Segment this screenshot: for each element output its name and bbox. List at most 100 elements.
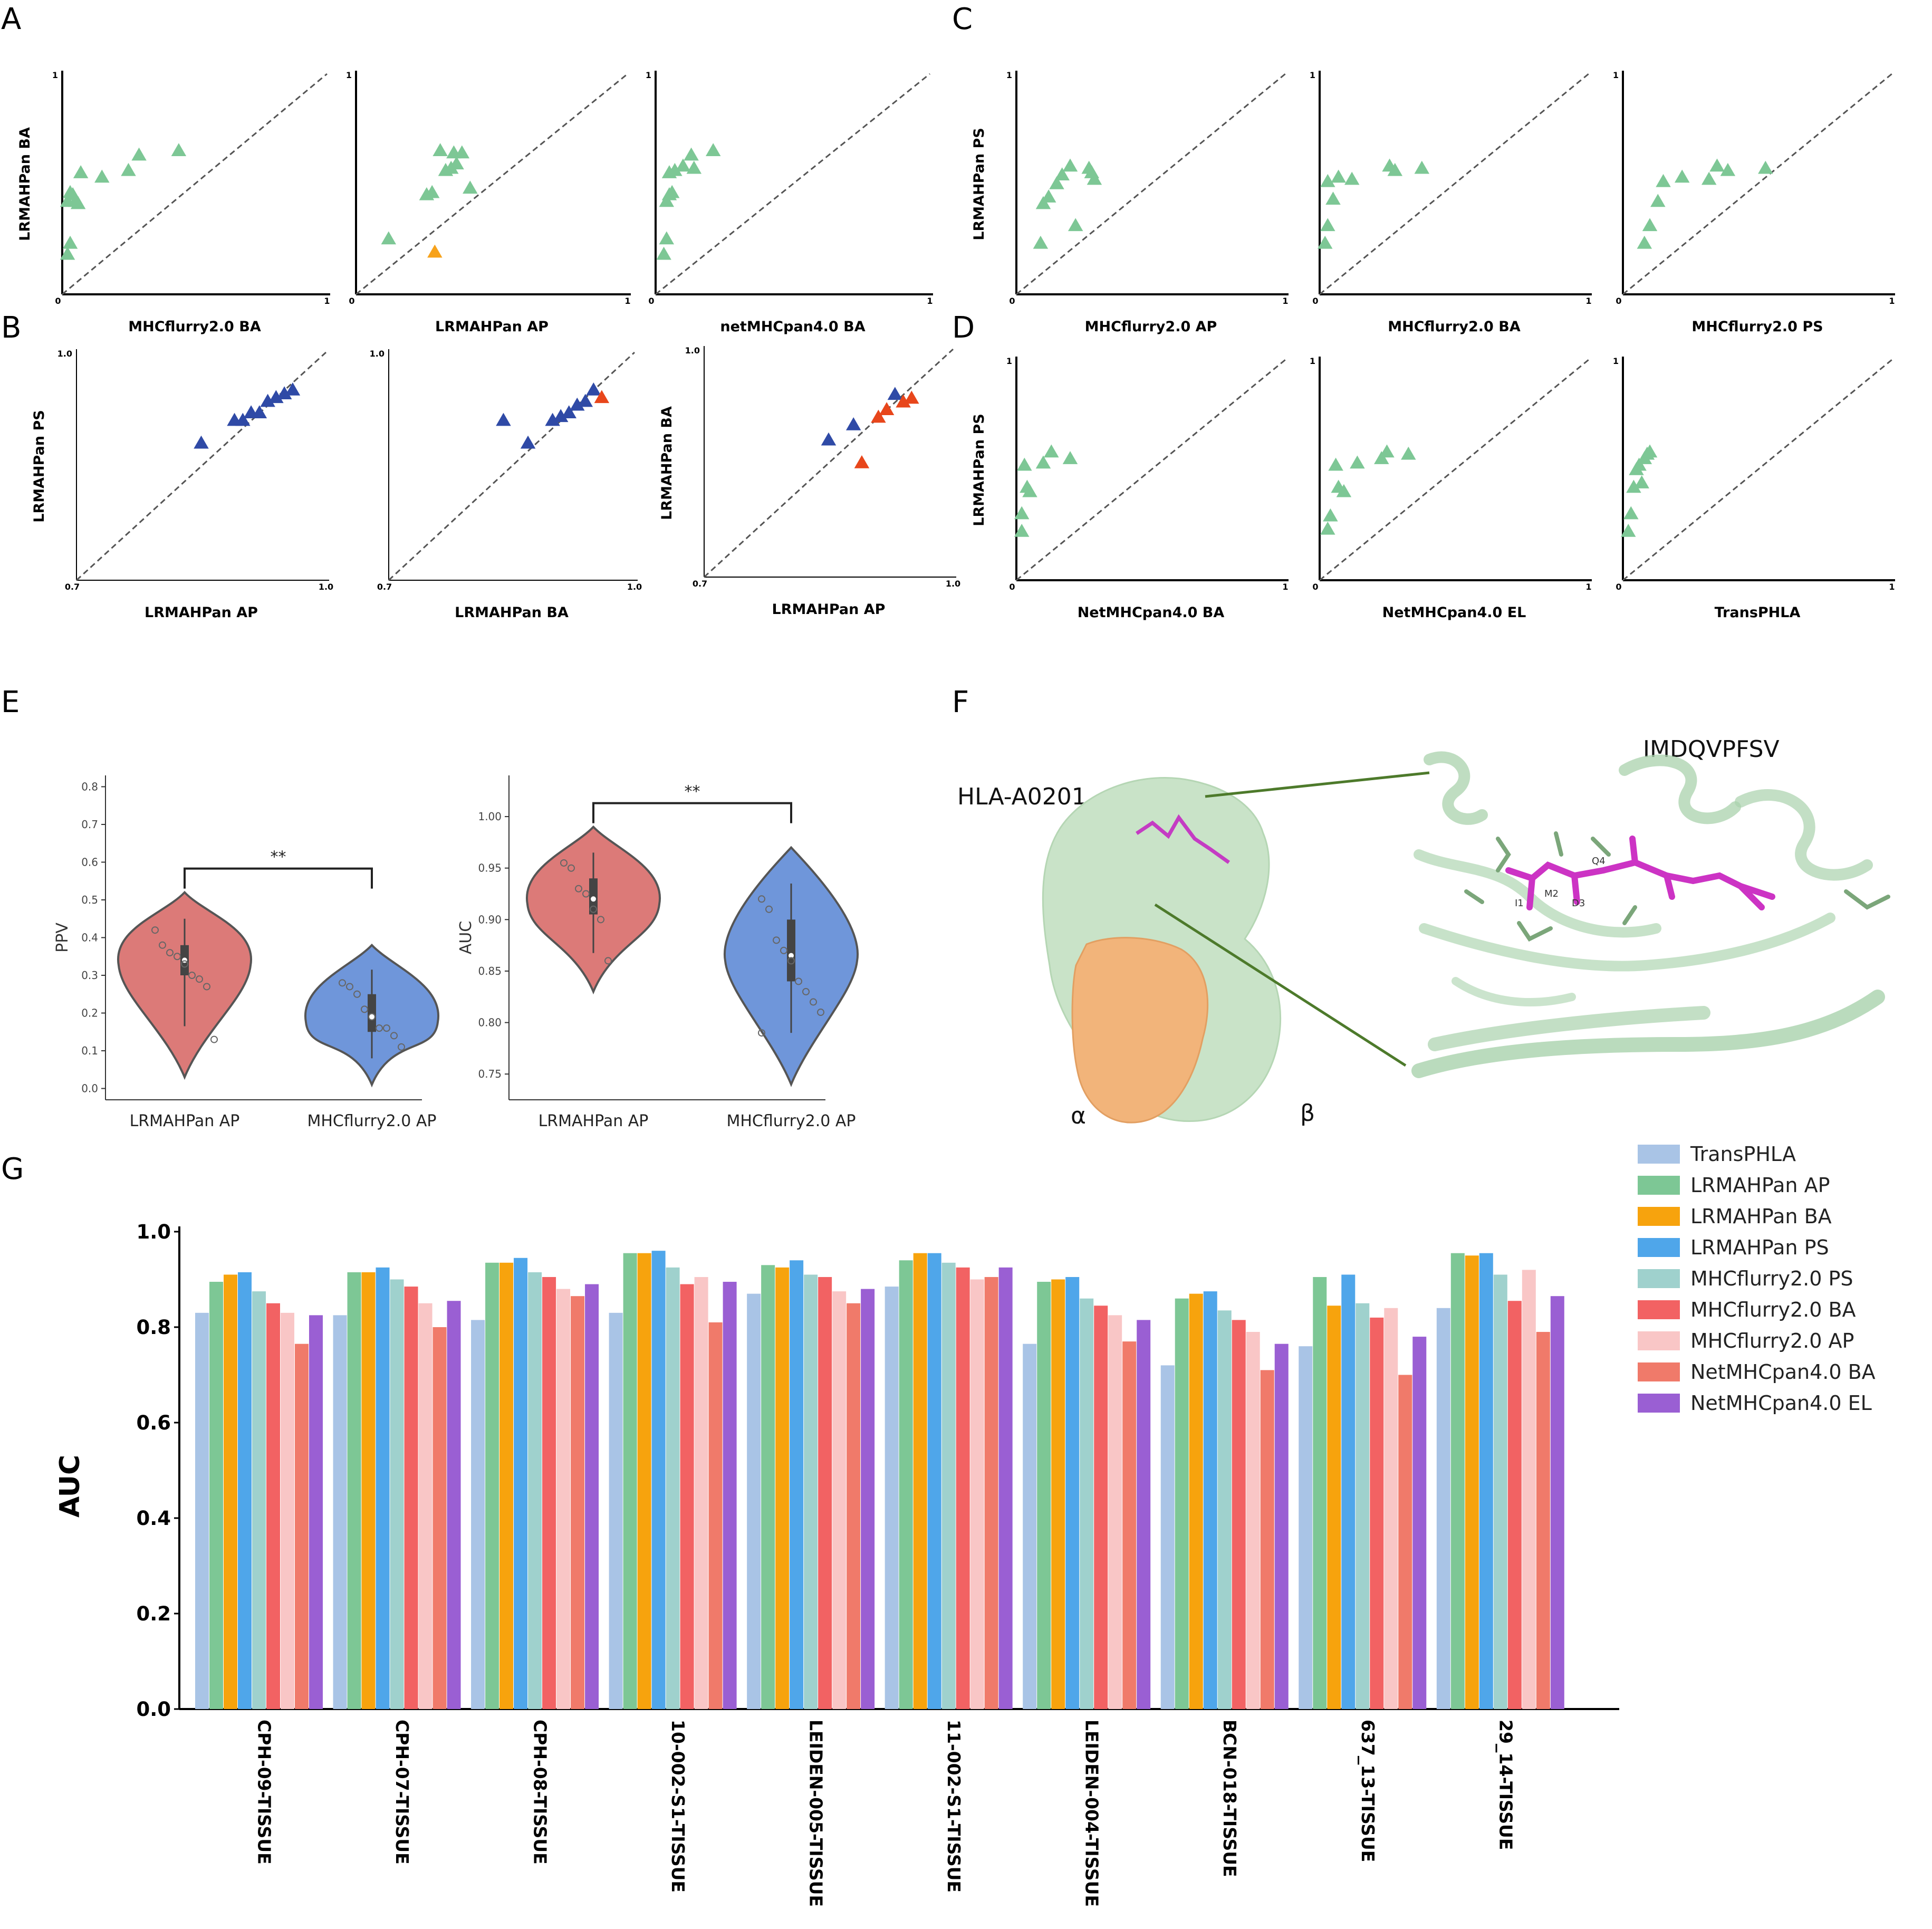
bar [723, 1282, 737, 1709]
marker-blue [845, 417, 861, 430]
median-dot [789, 953, 794, 958]
residue-label-m2: M2 [1544, 888, 1559, 899]
marker-green [463, 180, 478, 194]
marker-green [1626, 479, 1641, 493]
marker-blue [561, 405, 576, 418]
marker-green [1374, 451, 1389, 464]
bar [609, 1312, 623, 1709]
median-dot [369, 1014, 374, 1020]
legend-label: NetMHCpan4.0 EL [1690, 1391, 1872, 1415]
y-tick-label: 1 [1006, 356, 1012, 366]
y-tick-label: 1 [346, 70, 352, 80]
marker-green [121, 162, 136, 176]
y-tick-label: 0.2 [81, 1007, 98, 1020]
category-label: LRMAHPan AP [539, 1112, 649, 1130]
bar [1189, 1293, 1203, 1709]
scatter-panels: 0 1 1 MHCflurry2.0 BA LRMAHPan BA 0 1 1 LRMAHPan… [17, 70, 1895, 621]
data-point [590, 905, 597, 913]
marker-green [1637, 235, 1652, 249]
panel-letter-a: A [1, 2, 21, 36]
data-point [368, 1013, 376, 1021]
marker-blue [268, 390, 284, 404]
marker-green [1035, 455, 1051, 469]
bar [818, 1277, 832, 1709]
marker-green [60, 246, 75, 260]
scatter-b2: 0.7 1.0 1.0 LRMAHPan BA [370, 349, 642, 621]
scatter-c2: 0 1 1 MHCflurry2.0 BA [1310, 70, 1592, 335]
bar [542, 1277, 556, 1709]
marker-green [1674, 169, 1690, 183]
residue-label-i1: I1 [1515, 898, 1524, 909]
x-tick-label: 1 [1585, 296, 1591, 306]
y-tick-label: 0.0 [136, 1698, 171, 1721]
scatter-a3: 0 1 1 netMHCpan4.0 BA [646, 70, 933, 335]
x-axis-label: TransPHLA [1715, 604, 1801, 621]
x-axis-label: MHCflurry2.0 PS [1691, 319, 1823, 335]
bar [238, 1272, 252, 1709]
bar [571, 1296, 585, 1709]
bar [1137, 1320, 1151, 1709]
data-point [758, 1029, 765, 1037]
marker-green [1642, 444, 1658, 458]
bar [1327, 1306, 1341, 1709]
marker-green [449, 156, 464, 170]
y-tick-label: 1 [1310, 356, 1315, 366]
category-label: LEIDEN-004-TISSUE [1082, 1720, 1102, 1907]
residue-label-d3: D3 [1572, 898, 1585, 909]
x-tick-label: 0 [1616, 296, 1621, 306]
y-axis-label: AUC [457, 921, 475, 954]
bar [761, 1265, 775, 1709]
x-tick-label: 0 [1616, 582, 1621, 592]
bar [404, 1287, 418, 1709]
bar [195, 1312, 209, 1709]
y-tick-label: 0.0 [81, 1082, 98, 1095]
marker-green [1022, 484, 1037, 497]
x-tick-label: 0 [1312, 296, 1318, 306]
marker-blue [586, 382, 601, 396]
bar [361, 1272, 376, 1709]
category-label: 11-002-S1-TISSUE [944, 1720, 964, 1893]
bar [556, 1289, 571, 1709]
y-tick-label: 0.2 [136, 1602, 171, 1625]
marker-blue [285, 382, 301, 396]
category-label: CPH-09-TISSUE [254, 1720, 275, 1865]
data-point [398, 1043, 405, 1051]
marker-green [684, 147, 699, 161]
category-label: 637_13-TISSUE [1358, 1720, 1378, 1862]
scatter-b3: 0.7 1.0 1.0 LRMAHPan AP LRMAHPan BA [659, 346, 960, 618]
data-point [346, 983, 353, 991]
marker-blue [276, 386, 292, 399]
data-point [795, 977, 802, 985]
legend-swatch [1638, 1331, 1680, 1350]
x-axis-label: MHCflurry2.0 BA [1388, 319, 1521, 335]
bar [1037, 1282, 1051, 1709]
bar [1122, 1341, 1137, 1709]
legend-label: MHCflurry2.0 BA [1690, 1298, 1856, 1321]
marker-green [62, 235, 78, 249]
data-point [817, 1009, 824, 1016]
marker-green [62, 185, 78, 198]
panel-letter-f: F [952, 685, 969, 719]
data-point [568, 864, 575, 872]
bar [295, 1343, 309, 1709]
marker-green [454, 145, 470, 159]
bar [899, 1260, 913, 1709]
bar [528, 1272, 542, 1709]
legend-label: MHCflurry2.0 AP [1690, 1329, 1854, 1352]
legend-swatch [1638, 1176, 1680, 1195]
bar [708, 1322, 723, 1709]
legend-swatch [1638, 1269, 1680, 1288]
marker-blue [821, 432, 837, 446]
scatter-c1: 0 1 1 MHCflurry2.0 AP LRMAHPan PS [971, 70, 1289, 335]
category-label: BCN-018-TISSUE [1219, 1720, 1240, 1877]
bar [1175, 1298, 1189, 1709]
violin-e1: 0.0 0.1 0.2 0.3 0.4 0.5 0.6 0.7 0.8 PPV LRMAHPan A… [53, 775, 440, 1130]
bar [485, 1262, 499, 1709]
marker-green [675, 158, 691, 172]
y-tick-label: 0.85 [478, 965, 502, 977]
panel-letter-e: E [1, 685, 20, 719]
x-tick-label: 0 [349, 296, 354, 306]
marker-green [1323, 508, 1338, 522]
bar [1260, 1370, 1274, 1709]
bar [623, 1253, 637, 1709]
